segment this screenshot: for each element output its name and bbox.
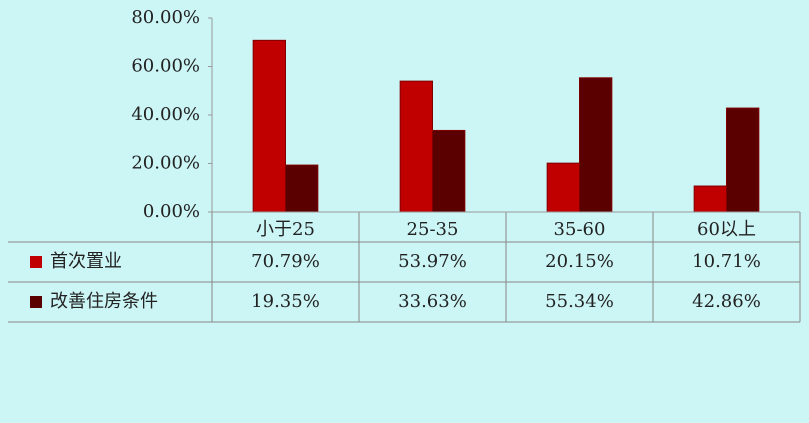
- legend-label: 首次置业: [50, 251, 122, 272]
- bar: [252, 39, 287, 213]
- y-tick-label: 60.00%: [131, 56, 200, 77]
- data-label: 53.97%: [398, 251, 467, 272]
- data-label: 55.34%: [545, 291, 614, 312]
- bar: [285, 164, 319, 213]
- x-tick-label: 小于25: [256, 219, 315, 240]
- x-tick-label: 60以上: [697, 219, 756, 240]
- bar: [726, 107, 760, 213]
- bar: [432, 129, 466, 213]
- bar: [579, 77, 613, 213]
- y-tick-label: 40.00%: [131, 104, 200, 125]
- data-label: 19.35%: [251, 291, 320, 312]
- y-tick-label: 0.00%: [143, 201, 200, 222]
- data-label: 10.71%: [692, 251, 761, 272]
- data-label: 20.15%: [545, 251, 614, 272]
- data-label: 42.86%: [692, 291, 761, 312]
- bar: [693, 185, 727, 213]
- legend-swatch: [30, 296, 42, 308]
- x-tick-label: 35-60: [554, 219, 606, 240]
- bar: [546, 162, 580, 213]
- data-label: 70.79%: [251, 251, 320, 272]
- legend-swatch: [30, 256, 42, 268]
- data-label: 33.63%: [398, 291, 467, 312]
- x-tick-label: 25-35: [407, 219, 459, 240]
- y-tick-label: 20.00%: [131, 153, 200, 174]
- bar: [399, 80, 434, 213]
- legend-label: 改善住房条件: [50, 291, 158, 312]
- y-tick-label: 80.00%: [131, 7, 200, 28]
